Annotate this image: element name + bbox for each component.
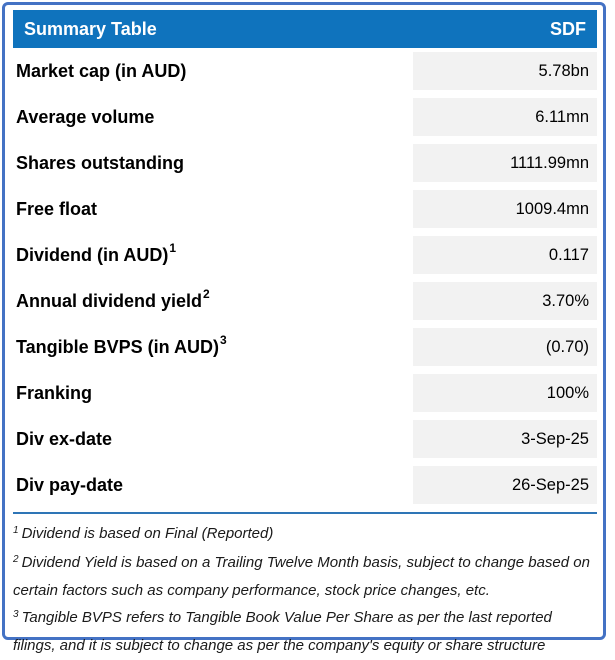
table-row: Dividend (in AUD) 1 0.117 (13, 236, 597, 274)
row-value: 3.70% (413, 282, 597, 320)
row-label-text: Shares outstanding (16, 152, 185, 173)
row-label-text: Annual dividend yield (16, 290, 203, 311)
footnote-1: 1 Dividend is based on Final (Reported) (13, 521, 597, 549)
table-row: Div pay-date 26-Sep-25 (13, 466, 597, 504)
row-label-text: Dividend (in AUD) (16, 244, 169, 265)
table-bottom-rule (13, 512, 597, 514)
row-value: 1009.4mn (413, 190, 597, 228)
footnote-3: 3 Tangible BVPS refers to Tangible Book V… (13, 605, 597, 659)
row-label-text: Free float (16, 198, 98, 219)
footnote-marker: 3 (13, 609, 19, 620)
row-label: Div pay-date (13, 466, 413, 504)
row-value: 100% (413, 374, 597, 412)
table-header: Summary Table SDF (13, 10, 597, 48)
row-value: (0.70) (413, 328, 597, 366)
row-label-text: Div pay-date (16, 474, 124, 495)
footnote-marker: 1 (13, 525, 19, 536)
table-row: Free float 1009.4mn (13, 190, 597, 228)
row-label-text: Franking (16, 382, 93, 403)
row-label-text: Market cap (in AUD) (16, 60, 187, 81)
footnote-marker: 3 (220, 333, 227, 347)
ticker-symbol: SDF (550, 18, 586, 39)
footnotes: 1 Dividend is based on Final (Reported) 2… (13, 521, 597, 659)
table-title: Summary Table (24, 18, 157, 39)
row-label: Dividend (in AUD) 1 (13, 236, 413, 274)
table-row: Tangible BVPS (in AUD) 3 (0.70) (13, 328, 597, 366)
row-label: Free float (13, 190, 413, 228)
row-value: 3-Sep-25 (413, 420, 597, 458)
summary-table: Summary Table SDF Market cap (in AUD) 5.… (13, 10, 597, 660)
footnote-marker: 2 (203, 287, 210, 301)
row-value: 6.11mn (413, 98, 597, 136)
table-row: Franking 100% (13, 374, 597, 412)
footnote-marker: 2 (13, 554, 19, 565)
row-value: 26-Sep-25 (413, 466, 597, 504)
footnote-text: Tangible BVPS refers to Tangible Book Va… (13, 609, 552, 654)
footnote-text: Dividend Yield is based on a Trailing Tw… (13, 554, 590, 599)
row-label: Average volume (13, 98, 413, 136)
row-label: Tangible BVPS (in AUD) 3 (13, 328, 413, 366)
row-value: 0.117 (413, 236, 597, 274)
row-label: Annual dividend yield 2 (13, 282, 413, 320)
row-label-text: Div ex-date (16, 428, 113, 449)
row-label: Div ex-date (13, 420, 413, 458)
row-label: Franking (13, 374, 413, 412)
table-row: Shares outstanding 1111.99mn (13, 144, 597, 182)
row-label-text: Average volume (16, 106, 155, 127)
row-label: Market cap (in AUD) (13, 52, 413, 90)
row-label: Shares outstanding (13, 144, 413, 182)
table-row: Annual dividend yield 2 3.70% (13, 282, 597, 320)
row-label-text: Tangible BVPS (in AUD) (16, 336, 220, 357)
footnote-2: 2 Dividend Yield is based on a Trailing T… (13, 550, 597, 604)
row-value: 1111.99mn (413, 144, 597, 182)
footnote-text: Dividend is based on Final (Reported) (21, 525, 274, 542)
footnote-marker: 1 (169, 241, 177, 255)
table-row: Average volume 6.11mn (13, 98, 597, 136)
row-value: 5.78bn (413, 52, 597, 90)
table-row: Market cap (in AUD) 5.78bn (13, 52, 597, 90)
table-row: Div ex-date 3-Sep-25 (13, 420, 597, 458)
